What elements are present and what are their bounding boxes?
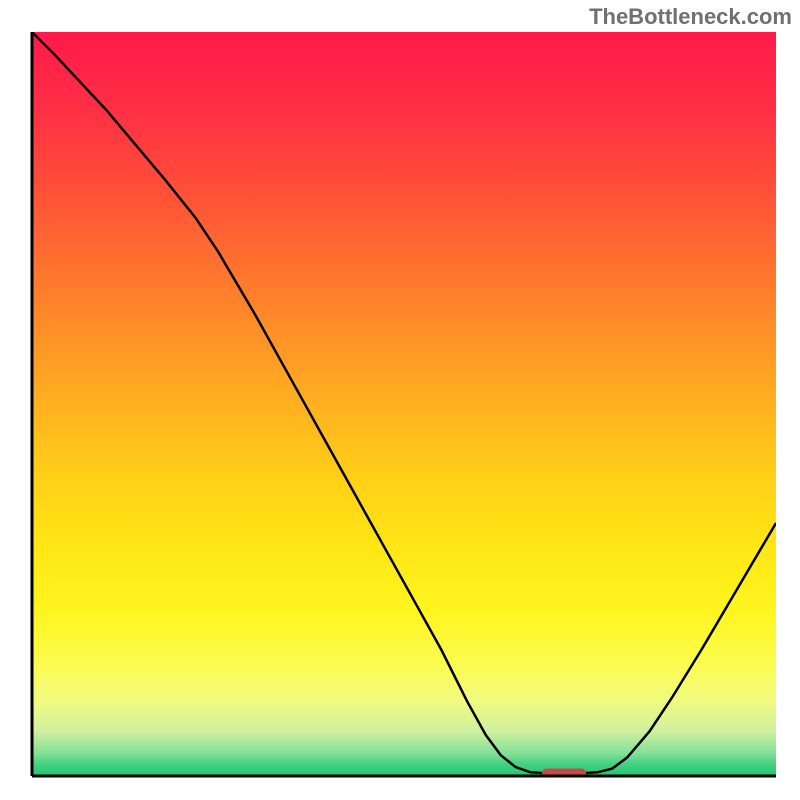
chart-container: TheBottleneck.com — [0, 0, 800, 800]
watermark-text: TheBottleneck.com — [589, 4, 792, 30]
axes-layer — [0, 0, 800, 800]
